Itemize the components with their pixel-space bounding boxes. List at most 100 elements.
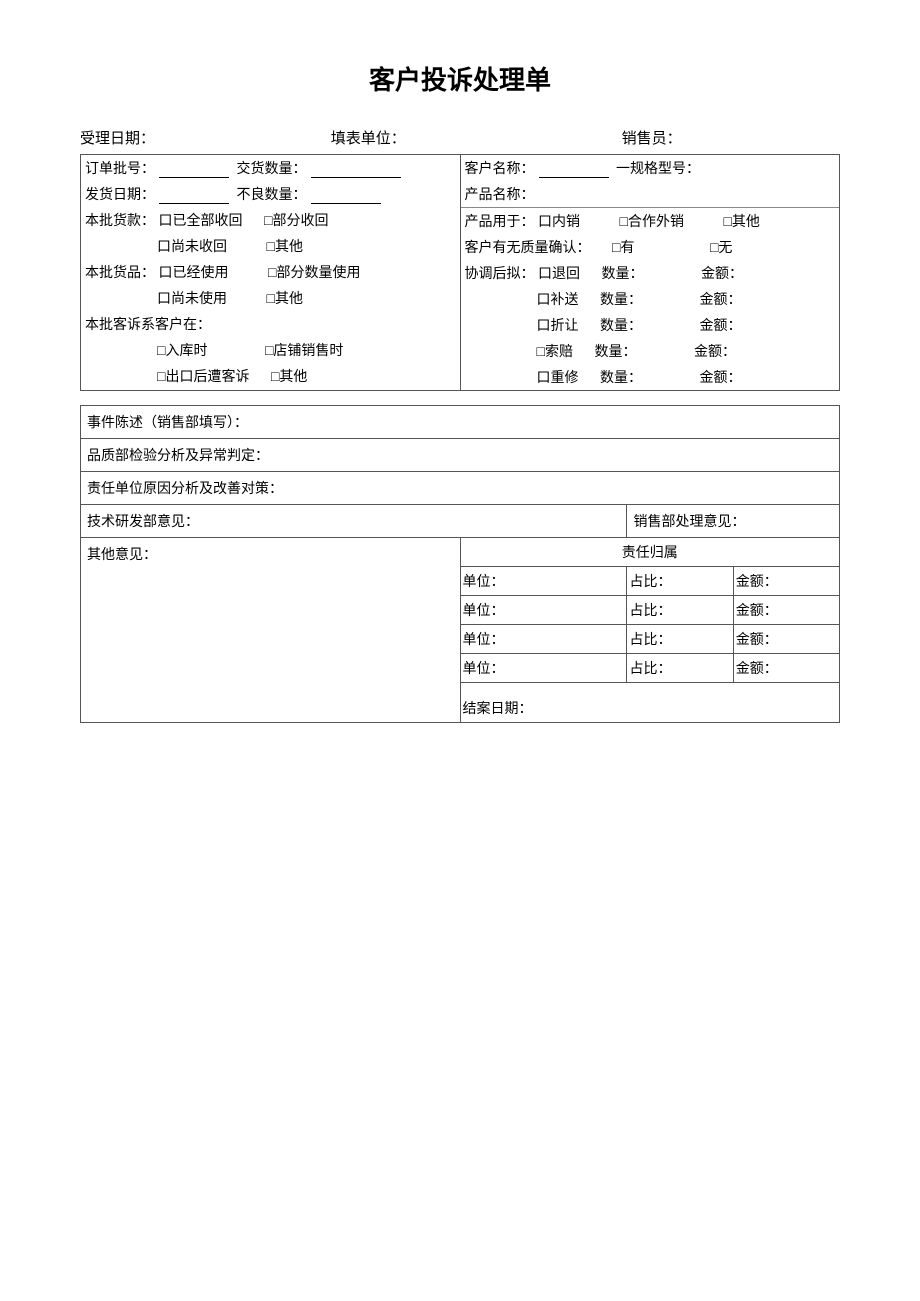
payment-opt-d[interactable]: □其他 xyxy=(267,240,303,255)
tech-section[interactable]: 技术研发部意见： xyxy=(81,505,627,538)
header-row: 受理日期： 填表单位： 销售员： xyxy=(80,127,840,148)
payment-row1: 本批货款： 口已全部收回 □部分收回 xyxy=(81,207,460,233)
cause-label: 责任单位原因分析及改善对策： xyxy=(83,476,837,500)
goods-opt-c[interactable]: 口尚未使用 xyxy=(157,292,227,307)
goods-opt-b[interactable]: □部分数量使用 xyxy=(268,266,360,281)
use-opt-c[interactable]: □其他 xyxy=(723,215,759,230)
amt-label-b: 金额： xyxy=(700,293,742,308)
neg-row-b: 口补送 数量： 金额： xyxy=(461,286,840,312)
other-section[interactable]: 其他意见： xyxy=(81,538,461,723)
neg-row-d: □索赔 数量： 金额： xyxy=(461,338,840,364)
qty-label-e: 数量： xyxy=(600,371,642,386)
payment-opt-a[interactable]: 口已全部收回 xyxy=(159,214,243,229)
goods-row2: 口尚未使用 □其他 xyxy=(81,285,460,311)
neg-row-c: 口折让 数量： 金额： xyxy=(461,312,840,338)
cust-row: 客户名称： 一规格型号： xyxy=(461,155,840,181)
payment-label: 本批货款： xyxy=(85,214,155,229)
close-date-label: 结案日期： xyxy=(463,702,533,717)
sections-table: 事件陈述（销售部填写）： 品质部检验分析及异常判定： 责任单位原因分析及改善对策… xyxy=(80,405,840,723)
quality-confirm-label: 客户有无质量确认： xyxy=(465,241,591,256)
amt-label-c: 金额： xyxy=(700,319,742,334)
product-name-label: 产品名称： xyxy=(465,188,535,203)
resp-amount-2[interactable]: 金额： xyxy=(733,596,839,625)
event-section[interactable]: 事件陈述（销售部填写）： xyxy=(81,406,840,439)
order-no-label: 订单批号： xyxy=(85,162,155,177)
resp-ratio-3[interactable]: 占比： xyxy=(627,625,733,654)
sales-op-label: 销售部处理意见： xyxy=(629,509,837,533)
resp-ratio-1[interactable]: 占比： xyxy=(627,567,733,596)
fill-unit-label: 填表单位： xyxy=(331,127,582,148)
ship-date-field[interactable] xyxy=(159,188,229,204)
qty-label-c: 数量： xyxy=(600,319,642,334)
resp-amount-1[interactable]: 金额： xyxy=(733,567,839,596)
resp-unit-2[interactable]: 单位： xyxy=(460,596,627,625)
goods-label: 本批货品： xyxy=(85,266,155,281)
complaint-opt-c[interactable]: □出口后遭客诉 xyxy=(157,370,249,385)
amt-label-a: 金额： xyxy=(701,267,743,282)
neg-row-a: 协调后拟： 口退回 数量： 金额： xyxy=(461,260,840,286)
resp-unit-1[interactable]: 单位： xyxy=(460,567,627,596)
ship-row: 发货日期： 不良数量： xyxy=(81,181,460,207)
neg-opt-a[interactable]: 口退回 xyxy=(538,267,580,282)
goods-opt-d[interactable]: □其他 xyxy=(267,292,303,307)
tech-label: 技术研发部意见： xyxy=(83,509,624,533)
defect-qty-field[interactable] xyxy=(311,188,381,204)
quality-no[interactable]: □无 xyxy=(710,241,732,256)
amt-label-d: 金额： xyxy=(694,345,736,360)
cust-name-field[interactable] xyxy=(539,162,609,178)
complaint-opt-b[interactable]: □店铺销售时 xyxy=(265,344,343,359)
order-row: 订单批号： 交货数量： xyxy=(81,155,460,181)
goods-row1: 本批货品： 口已经使用 □部分数量使用 xyxy=(81,259,460,285)
complaint-src-label: 本批客诉系客户在： xyxy=(81,311,460,337)
resp-ratio-4[interactable]: 占比： xyxy=(627,654,733,683)
qty-label-a: 数量： xyxy=(602,267,644,282)
page: 客户投诉处理单 受理日期： 填表单位： 销售员： 订单批号： 交货数量： 发货日… xyxy=(0,0,920,1301)
product-use-label: 产品用于： xyxy=(465,215,535,230)
form-title: 客户投诉处理单 xyxy=(80,60,840,97)
other-label: 其他意见： xyxy=(83,542,458,566)
payment-row2: 口尚未收回 □其他 xyxy=(81,233,460,259)
negotiate-label: 协调后拟： xyxy=(465,267,535,282)
resp-header: 责任归属 xyxy=(460,538,839,567)
resp-ratio-2[interactable]: 占比： xyxy=(627,596,733,625)
complaint-row2: □出口后遭客诉 □其他 xyxy=(81,363,460,389)
resp-unit-3[interactable]: 单位： xyxy=(460,625,627,654)
ship-date-label: 发货日期： xyxy=(85,188,155,203)
defect-qty-label: 不良数量： xyxy=(237,188,307,203)
neg-opt-c[interactable]: 口折让 xyxy=(537,319,579,334)
quality-section[interactable]: 品质部检验分析及异常判定： xyxy=(81,439,840,472)
top-table: 订单批号： 交货数量： 发货日期： 不良数量： 本批货款： 口已全部收回 □部分… xyxy=(80,154,840,391)
cause-section[interactable]: 责任单位原因分析及改善对策： xyxy=(81,472,840,505)
product-name-row: 产品名称： xyxy=(461,181,840,208)
payment-opt-b[interactable]: □部分收回 xyxy=(264,214,328,229)
resp-amount-4[interactable]: 金额： xyxy=(733,654,839,683)
quality-label: 品质部检验分析及异常判定： xyxy=(83,443,837,467)
complaint-row1: □入库时 □店铺销售时 xyxy=(81,337,460,363)
delivery-qty-label: 交货数量： xyxy=(237,162,307,177)
quality-yes[interactable]: □有 xyxy=(612,241,634,256)
complaint-opt-d[interactable]: □其他 xyxy=(271,370,307,385)
use-opt-b[interactable]: □合作外销 xyxy=(620,215,684,230)
quality-confirm-row: 客户有无质量确认： □有 □无 xyxy=(461,234,840,260)
close-date-cell[interactable]: 结案日期： xyxy=(460,683,839,723)
resp-unit-4[interactable]: 单位： xyxy=(460,654,627,683)
cust-name-label: 客户名称： xyxy=(465,162,535,177)
goods-opt-a[interactable]: 口已经使用 xyxy=(159,266,229,281)
event-label: 事件陈述（销售部填写）： xyxy=(83,410,837,434)
sales-label: 销售员： xyxy=(582,127,840,148)
resp-amount-3[interactable]: 金额： xyxy=(733,625,839,654)
use-opt-a[interactable]: 口内销 xyxy=(538,215,580,230)
spec-label: 一规格型号： xyxy=(616,162,700,177)
qty-label-d: 数量： xyxy=(594,345,636,360)
sales-op-section[interactable]: 销售部处理意见： xyxy=(627,505,840,538)
amt-label-e: 金额： xyxy=(700,371,742,386)
accept-date-label: 受理日期： xyxy=(80,127,331,148)
payment-opt-c[interactable]: 口尚未收回 xyxy=(157,240,227,255)
product-use-row: 产品用于： 口内销 □合作外销 □其他 xyxy=(461,208,840,234)
neg-opt-e[interactable]: 口重修 xyxy=(537,371,579,386)
neg-opt-b[interactable]: 口补送 xyxy=(537,293,579,308)
complaint-opt-a[interactable]: □入库时 xyxy=(157,344,207,359)
delivery-qty-field[interactable] xyxy=(311,162,401,178)
neg-opt-d[interactable]: □索赔 xyxy=(537,345,573,360)
order-no-field[interactable] xyxy=(159,162,229,178)
